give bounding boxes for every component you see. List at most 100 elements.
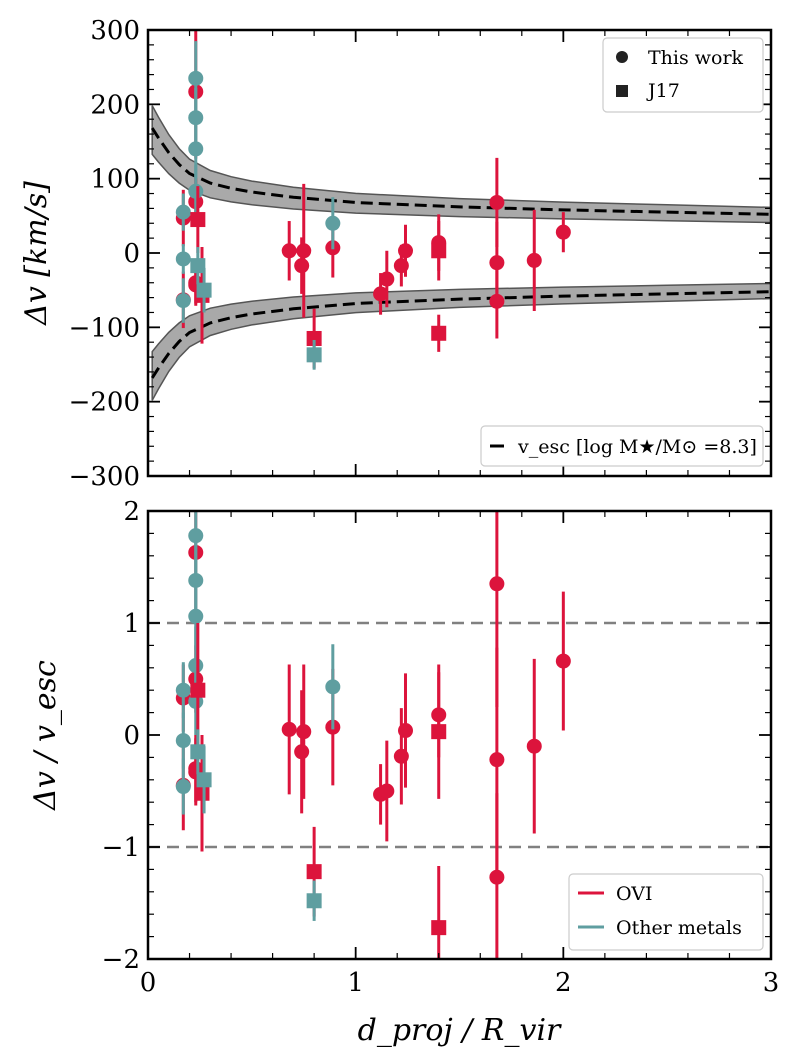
other-metals-j17-point (196, 772, 212, 788)
escape-velocity-band (151, 105, 771, 401)
ovi-this-work-point (373, 286, 389, 302)
ovi-this-work-point (281, 721, 297, 737)
ovi-this-work-point (489, 752, 505, 768)
top-panel: −300 −200 −100 0 100 200 300 Δv [km/s] This wo… (19, 16, 773, 492)
legend-circle-marker (616, 51, 628, 63)
legend-label-this-work: This work (648, 47, 744, 69)
ovi-this-work-point (294, 744, 310, 760)
other-metals-this-work-point (175, 251, 191, 267)
other-metals-this-work-point (188, 141, 204, 157)
x-tick-label: 3 (763, 968, 780, 998)
y-tick-label: −300 (69, 462, 140, 492)
bottom-y-axis-label: Δv / v_esc (28, 660, 63, 811)
ovi-this-work-point (294, 258, 310, 274)
other-metals-j17-point (190, 258, 206, 274)
ovi-this-work-point (489, 255, 505, 271)
legend-label-other-metals: Other metals (616, 917, 742, 939)
x-tick-label: 2 (555, 968, 572, 998)
y-tick-label: −200 (69, 388, 140, 418)
other-metals-j17-point (190, 744, 206, 760)
escape-legend-label: v_esc [log M★/M⊙ =8.3] (517, 436, 757, 458)
x-tick-label: 1 (347, 968, 364, 998)
x-tick-labels: 0 1 2 3 (140, 968, 780, 998)
y-tick-label: 1 (123, 609, 140, 639)
bottom-data-points (175, 511, 571, 959)
other-metals-this-work-point (175, 682, 191, 698)
reference-lines (148, 621, 771, 849)
other-metals-j17-point (196, 282, 212, 298)
other-metals-this-work-point (188, 70, 204, 86)
other-metals-this-work-point (175, 293, 191, 309)
y-tick-label: −100 (69, 313, 140, 343)
escape-velocity-curves (150, 127, 771, 379)
ovi-this-work-point (526, 252, 542, 268)
y-tick-label: −2 (102, 945, 140, 975)
y-tick-label: 300 (90, 16, 140, 46)
x-tick-label: 0 (140, 968, 157, 998)
ovi-j17-point (194, 785, 210, 801)
other-metals-this-work-point (188, 572, 204, 588)
ovi-this-work-point (296, 724, 312, 740)
lower-escape-band (151, 282, 771, 401)
ovi-this-work-point (281, 243, 297, 259)
other-metals-this-work-point (188, 658, 204, 674)
other-metals-this-work-point (175, 779, 191, 795)
other-metals-this-work-point (325, 679, 341, 695)
top-y-axis-label: Δv [km/s] (19, 181, 54, 326)
legend-label-j17: J17 (646, 80, 680, 102)
y-tick-label: 2 (123, 497, 140, 527)
legend-label-ovi: OVI (616, 883, 652, 905)
other-metals-this-work-point (175, 204, 191, 220)
ovi-this-work-point (526, 738, 542, 754)
other-metals-this-work-point (175, 733, 191, 749)
other-metals-j17-point (306, 893, 322, 909)
ovi-this-work-point (555, 224, 571, 240)
ovi-j17-point (431, 920, 447, 936)
top-legend-escape: v_esc [log M★/M⊙ =8.3] (480, 425, 764, 467)
ovi-j17-point (306, 864, 322, 880)
bottom-legend: OVI Other metals (568, 873, 764, 951)
top-legend-markers: This work J17 (602, 37, 764, 113)
other-metals-this-work-point (325, 215, 341, 231)
top-data-points (175, 30, 571, 370)
y-tick-label: −1 (102, 833, 140, 863)
ovi-this-work-point (398, 243, 414, 259)
ovi-j17-point (431, 325, 447, 341)
ovi-this-work-point (296, 243, 312, 259)
other-metals-this-work-point (188, 608, 204, 624)
upper-escape-curve (150, 127, 771, 216)
ovi-j17-point (431, 724, 447, 740)
ovi-j17-point (306, 330, 322, 346)
ovi-this-work-point (489, 194, 505, 210)
y-tick-label: 200 (90, 90, 140, 120)
lower-escape-curve (150, 290, 771, 379)
legend-square-marker (616, 85, 628, 97)
other-metals-j17-point (306, 347, 322, 363)
ovi-this-work-point (379, 783, 395, 799)
ovi-this-work-point (379, 271, 395, 287)
top-legend-box (602, 37, 764, 113)
x-axis-label: d_proj / R_vir (358, 1013, 562, 1048)
escape-legend-box (480, 425, 764, 467)
y-tick-label: 100 (90, 165, 140, 195)
other-metals-this-work-point (188, 110, 204, 126)
ovi-j17-point (190, 212, 206, 228)
ovi-this-work-point (398, 723, 414, 739)
ovi-this-work-point (555, 653, 571, 669)
y-tick-label: 0 (123, 721, 140, 751)
ovi-j17-point (190, 682, 206, 698)
ovi-j17-point (431, 243, 447, 259)
bottom-panel: −2 −1 0 1 2 0 1 2 3 Δv / v_esc d_proj / R_vir O… (28, 497, 780, 1048)
bottom-legend-box (568, 873, 764, 951)
bottom-y-tick-labels: −2 −1 0 1 2 (102, 497, 140, 975)
y-tick-label: 0 (123, 239, 140, 269)
ovi-this-work-point (489, 869, 505, 885)
bottom-ticks (147, 510, 772, 960)
ovi-this-work-point (489, 293, 505, 309)
top-y-tick-labels: −300 −200 −100 0 100 200 300 (69, 16, 140, 492)
other-metals-this-work-point (188, 528, 204, 544)
ovi-this-work-point (489, 576, 505, 592)
upper-escape-band (151, 105, 771, 224)
other-metals-this-work-point (188, 183, 204, 199)
